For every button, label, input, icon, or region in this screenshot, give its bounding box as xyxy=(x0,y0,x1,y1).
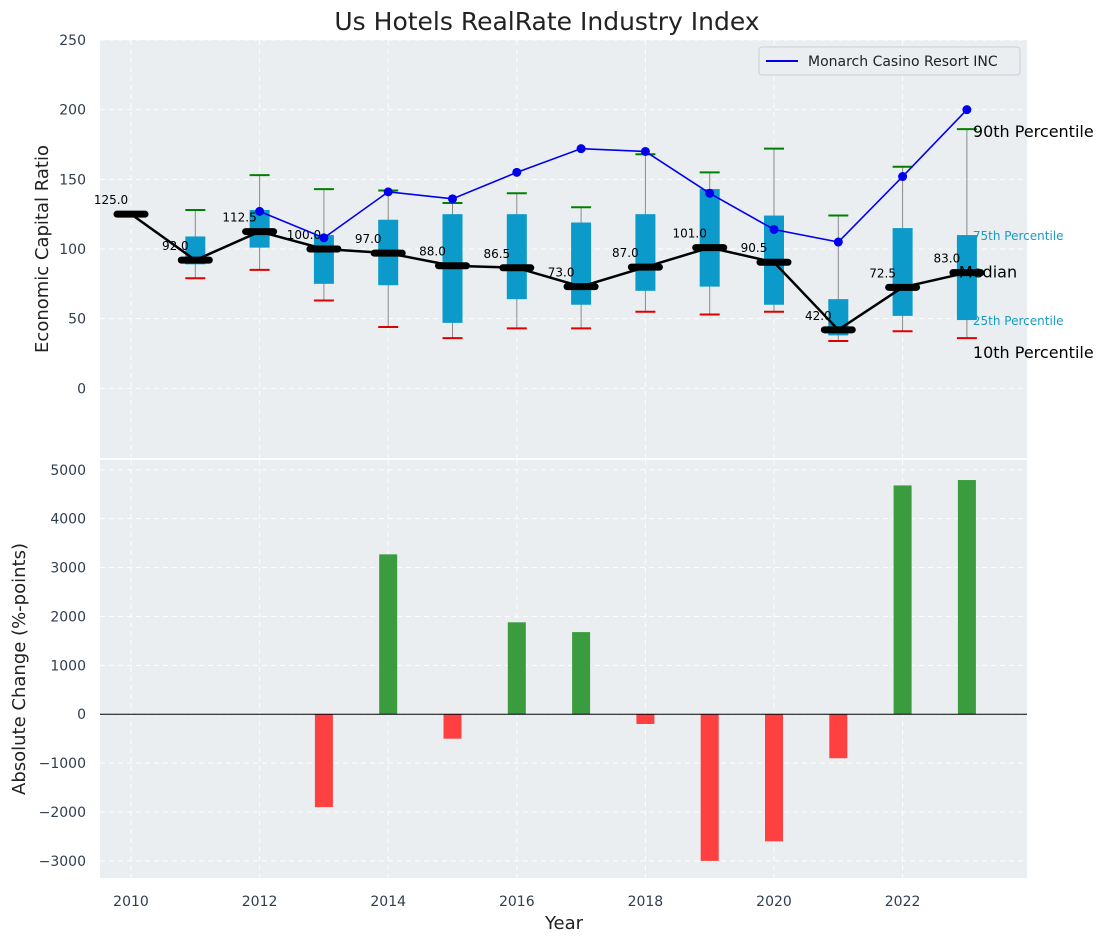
iqr-box xyxy=(699,189,720,287)
x-tick-label: 2014 xyxy=(370,894,406,910)
side-label-median: Median xyxy=(959,263,1017,282)
bottom-y-tick-label: −2000 xyxy=(39,805,86,821)
median-value-label: 101.0 xyxy=(673,227,707,241)
top-y-tick-label: 100 xyxy=(59,242,86,258)
company-point xyxy=(640,146,650,156)
median-value-label: 83.0 xyxy=(934,252,961,266)
bottom-y-tick-label: −1000 xyxy=(39,756,86,772)
median-value-label: 86.5 xyxy=(483,247,510,261)
bottom-plot-area xyxy=(100,460,1027,878)
median-value-label: 97.0 xyxy=(355,232,382,246)
iqr-box xyxy=(635,214,656,291)
change-bar xyxy=(314,714,333,808)
company-point xyxy=(962,105,972,115)
change-bar xyxy=(636,714,655,724)
top-y-tick-label: 150 xyxy=(59,172,86,188)
side-label-p25: 25th Percentile xyxy=(973,314,1064,328)
median-value-label: 73.0 xyxy=(548,266,575,280)
iqr-box xyxy=(892,228,913,316)
side-label-p75: 75th Percentile xyxy=(973,229,1064,243)
median-value-label: 92.0 xyxy=(162,239,189,253)
company-point xyxy=(576,144,586,154)
legend-entry: Monarch Casino Resort INC xyxy=(808,54,998,70)
chart-title: Us Hotels RealRate Industry Index xyxy=(334,7,759,36)
iqr-box xyxy=(571,222,592,305)
median-value-label: 72.5 xyxy=(869,266,896,280)
bottom-y-tick-label: 4000 xyxy=(50,512,86,528)
top-y-tick-label: 200 xyxy=(59,103,86,119)
company-point xyxy=(833,237,843,247)
company-point xyxy=(448,194,457,204)
top-y-tick-label: 50 xyxy=(68,312,86,328)
company-point xyxy=(769,224,779,234)
company-point xyxy=(898,172,908,182)
company-point xyxy=(705,188,715,198)
change-bar xyxy=(893,485,912,715)
company-point xyxy=(383,187,393,197)
bottom-y-axis-label: Absolute Change (%-points) xyxy=(9,543,30,795)
change-bar xyxy=(507,622,526,715)
x-tick-label: 2016 xyxy=(499,894,535,910)
x-tick-label: 2018 xyxy=(628,894,664,910)
bottom-y-tick-label: 0 xyxy=(77,707,86,723)
x-axis-label: Year xyxy=(544,913,584,934)
bottom-y-tick-label: 3000 xyxy=(50,561,86,577)
change-bar xyxy=(829,714,848,759)
side-label-p90: 90th Percentile xyxy=(973,122,1094,141)
bottom-y-tick-label: 2000 xyxy=(50,609,86,625)
x-tick-label: 2022 xyxy=(885,894,921,910)
iqr-box xyxy=(956,235,977,321)
median-value-label: 100.0 xyxy=(287,228,321,242)
change-bar xyxy=(765,714,783,842)
bottom-y-tick-label: 5000 xyxy=(50,463,86,479)
top-y-tick-label: 0 xyxy=(77,381,86,397)
median-value-label: 112.5 xyxy=(222,211,256,225)
median-value-label: 125.0 xyxy=(94,193,128,207)
median-value-label: 87.0 xyxy=(612,246,639,260)
iqr-box xyxy=(313,235,334,284)
bottom-y-tick-label: −3000 xyxy=(39,854,86,870)
median-value-label: 90.5 xyxy=(741,241,768,255)
median-value-label: 42.0 xyxy=(805,309,832,323)
side-label-p10: 10th Percentile xyxy=(973,343,1094,362)
x-tick-label: 2010 xyxy=(113,894,149,910)
change-bar xyxy=(957,480,976,715)
change-bar xyxy=(379,554,398,715)
change-bar xyxy=(443,714,462,739)
x-tick-label: 2012 xyxy=(242,894,278,910)
iqr-box xyxy=(506,214,527,300)
change-bar xyxy=(572,632,591,715)
top-y-axis-label: Economic Capital Ratio xyxy=(32,145,53,353)
company-point xyxy=(319,233,329,243)
x-tick-label: 2020 xyxy=(756,894,792,910)
company-point xyxy=(512,167,522,177)
median-value-label: 88.0 xyxy=(419,245,446,259)
chart-legend: Monarch Casino Resort INC xyxy=(758,46,1021,76)
company-point xyxy=(255,206,265,216)
change-bar xyxy=(700,714,719,861)
company-line xyxy=(259,109,968,243)
bottom-y-tick-label: 1000 xyxy=(50,658,86,674)
top-y-tick-label: 250 xyxy=(59,33,86,49)
